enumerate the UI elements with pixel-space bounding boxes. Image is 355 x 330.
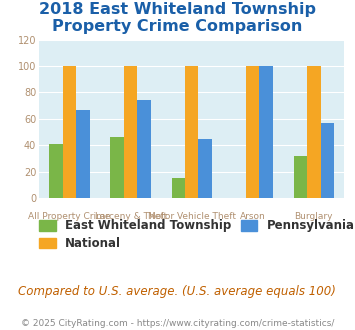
Bar (246, 66, 260, 198)
Text: Burglary: Burglary (295, 212, 333, 221)
Bar (137, 100, 151, 198)
Bar (198, 139, 212, 198)
Text: Motor Vehicle Theft: Motor Vehicle Theft (148, 212, 236, 221)
Bar (110, 137, 124, 198)
Text: Larceny & Theft: Larceny & Theft (94, 212, 167, 221)
Text: Compared to U.S. average. (U.S. average equals 100): Compared to U.S. average. (U.S. average … (18, 285, 335, 298)
Text: 2018 East Whiteland Township
Property Crime Comparison: 2018 East Whiteland Township Property Cr… (39, 2, 316, 34)
Text: All Property Crime: All Property Crime (28, 212, 111, 221)
Bar (76, 110, 90, 198)
Bar (171, 178, 185, 198)
Bar (294, 156, 307, 198)
Bar (321, 123, 334, 198)
Bar (63, 66, 76, 198)
Bar (185, 66, 198, 198)
Legend: East Whiteland Township, National, Pennsylvania: East Whiteland Township, National, Penns… (34, 214, 355, 255)
Bar (307, 66, 321, 198)
Text: Arson: Arson (240, 212, 266, 221)
Bar (49, 144, 63, 198)
Text: © 2025 CityRating.com - https://www.cityrating.com/crime-statistics/: © 2025 CityRating.com - https://www.city… (21, 319, 334, 328)
Bar (260, 66, 273, 198)
Bar (124, 66, 137, 198)
